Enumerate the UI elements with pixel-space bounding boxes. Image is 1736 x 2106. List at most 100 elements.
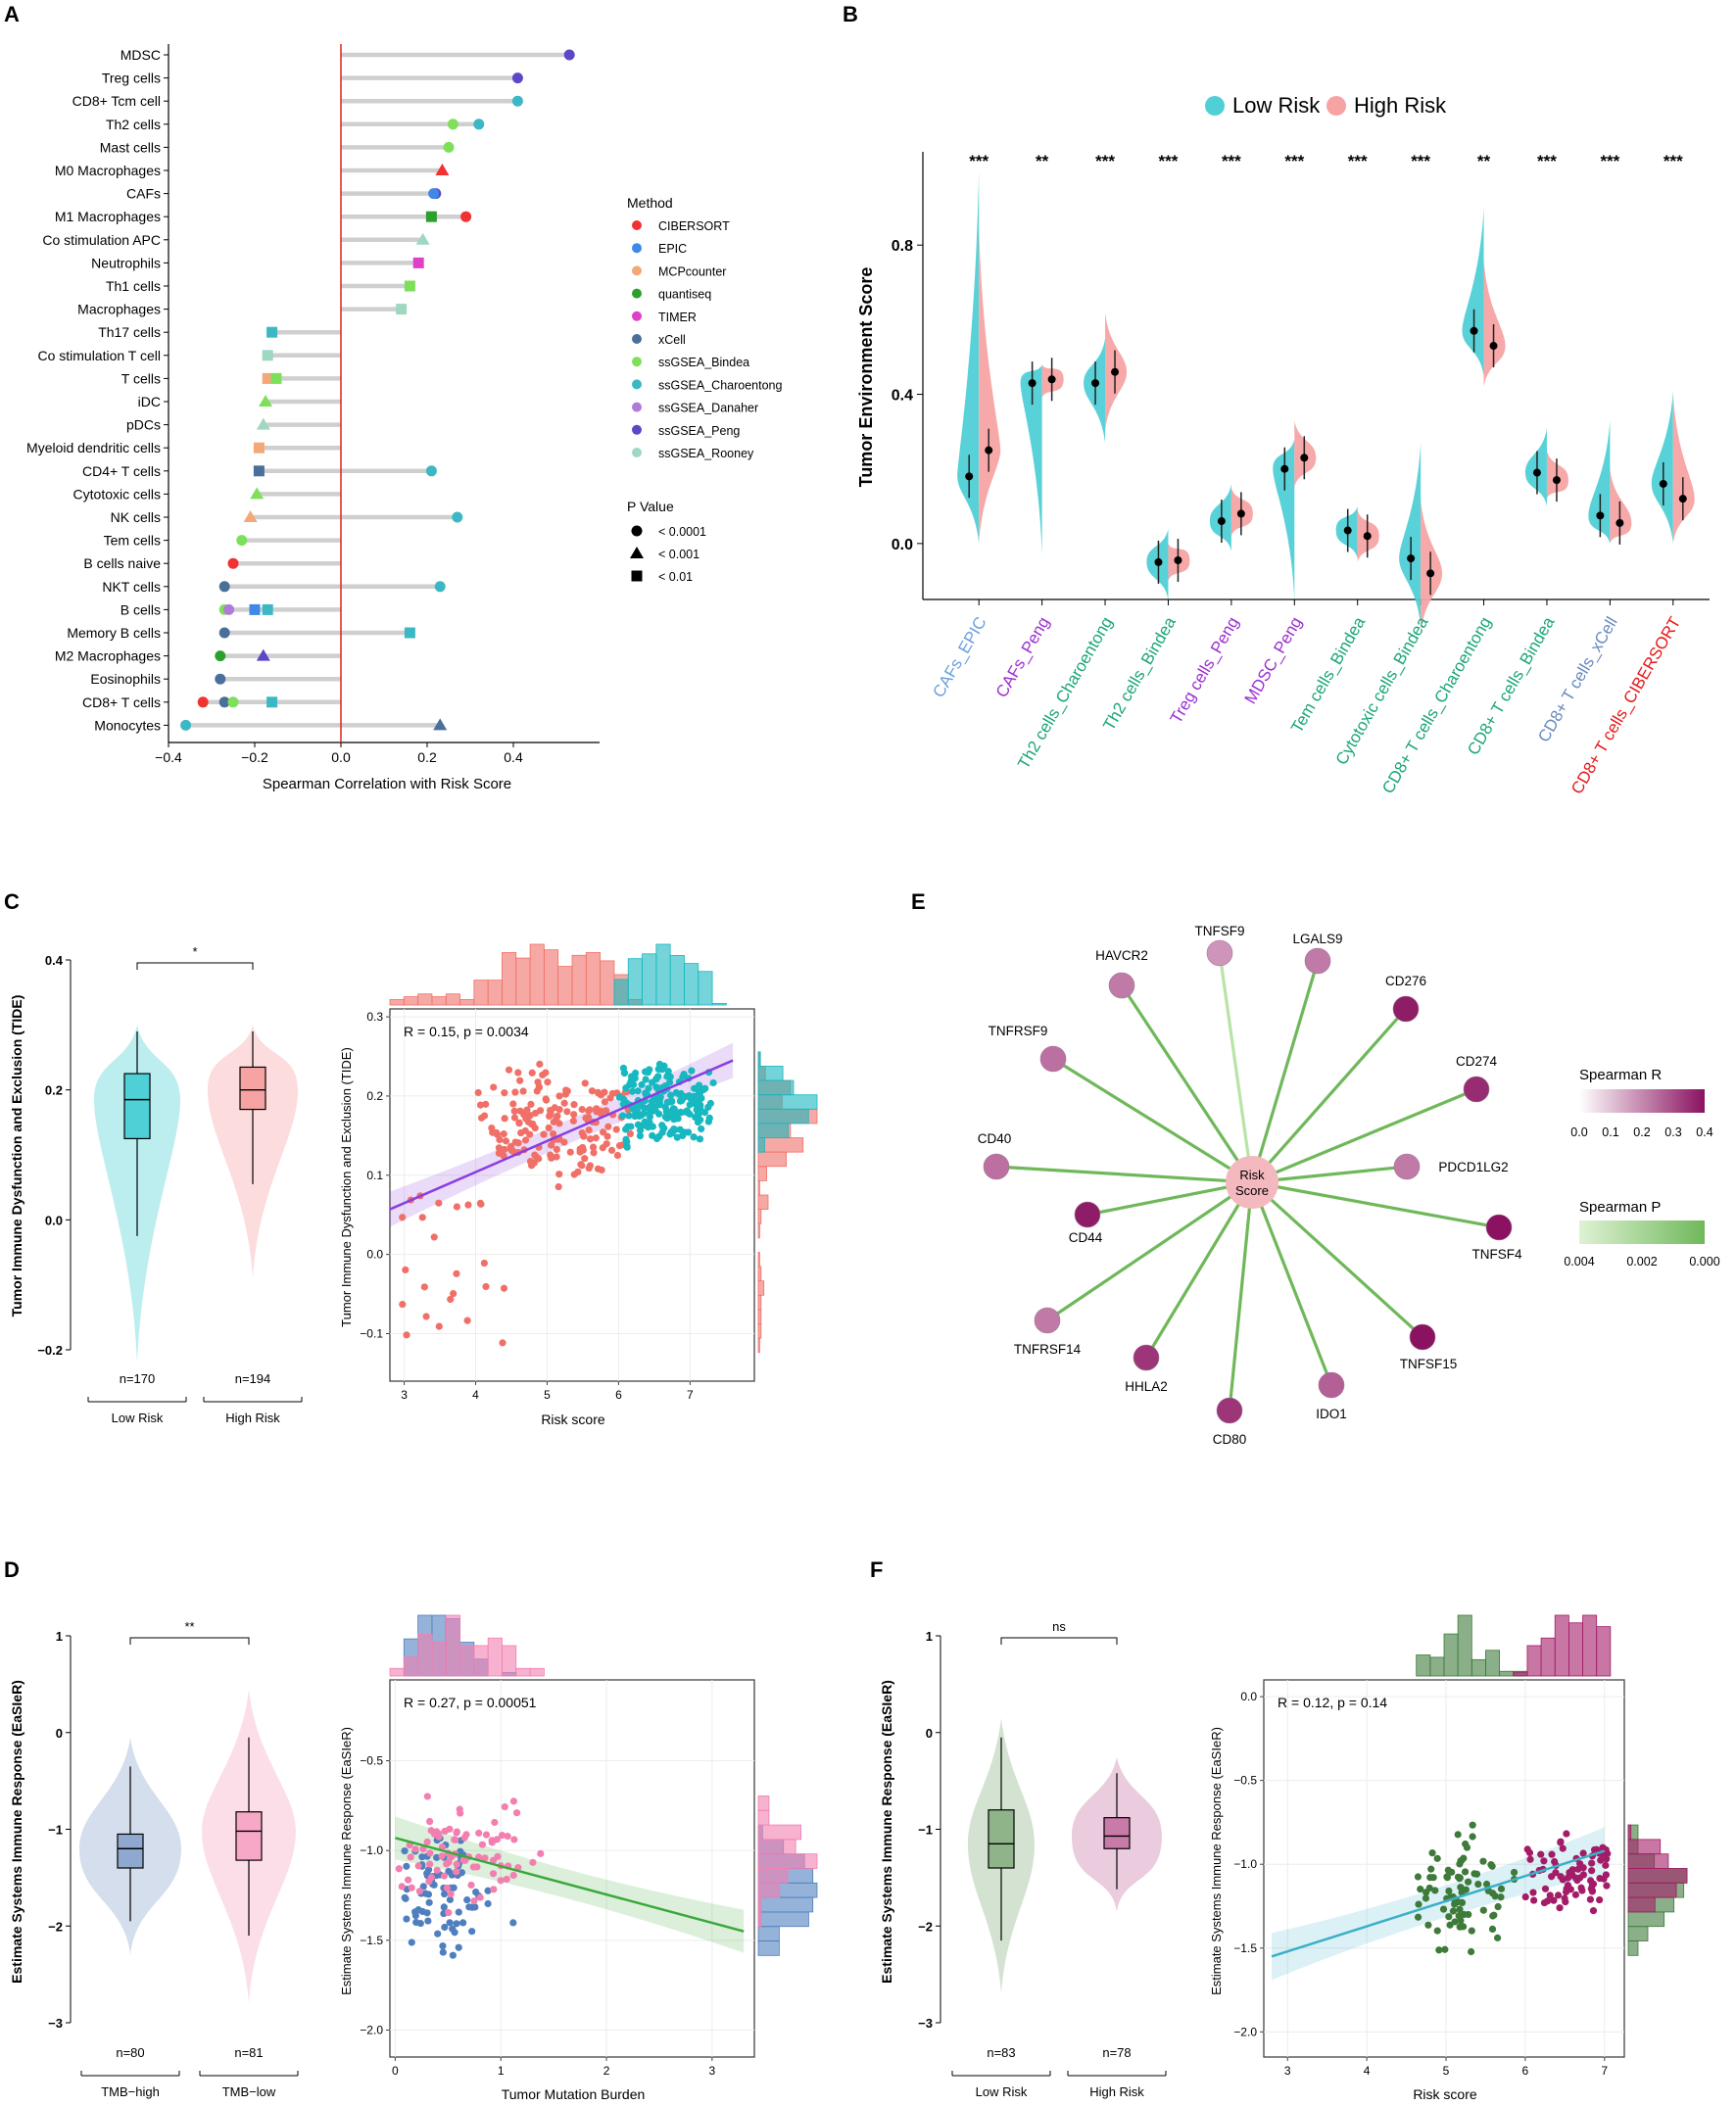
panel-a-cell-label: Memory B cells	[67, 625, 161, 641]
network-node	[1392, 995, 1420, 1023]
panel-a-point	[262, 603, 273, 615]
scatter-point	[674, 1115, 682, 1123]
scatter-point	[667, 1091, 675, 1099]
scatter-point	[443, 1860, 451, 1868]
panel-b-median-high	[1363, 532, 1372, 541]
scatter-point	[1456, 1860, 1464, 1868]
scatter-point	[672, 1088, 680, 1097]
scatter-point	[1479, 1857, 1487, 1865]
panel-a-legend-p: < 0.01	[658, 570, 693, 584]
scatter-point	[652, 1134, 661, 1143]
scatter-x-tick-label: 0	[392, 2064, 399, 2078]
panel-a-point	[197, 696, 209, 708]
scatter-point	[683, 1107, 691, 1115]
scatter-fit-line	[389, 1059, 734, 1211]
scatter-point	[1467, 1947, 1475, 1956]
scatter-point	[706, 1099, 714, 1108]
panel-a-point	[428, 188, 440, 200]
network-edge	[1250, 960, 1320, 1183]
scatter-point	[427, 1874, 436, 1882]
panel-a-point	[433, 718, 448, 731]
panel-b-violin-low	[1020, 364, 1042, 555]
scatter-point	[1463, 1843, 1471, 1851]
scatter-point	[1427, 1865, 1435, 1873]
marginal-histogram-top-bar	[1499, 1670, 1515, 1677]
scatter-point	[480, 1259, 488, 1268]
scatter-point	[476, 1893, 484, 1901]
scatter-point	[544, 1078, 552, 1086]
scatter-y-tick-label: 0.1	[366, 1169, 383, 1182]
panel-a-legend-method: xCell	[658, 333, 686, 347]
scatter-point	[504, 1833, 511, 1841]
marginal-histogram-right-bar	[757, 1795, 770, 1811]
marginal-histogram-right-bar	[757, 1853, 818, 1869]
marginal-histogram-right-bar	[757, 1137, 765, 1153]
scatter-point	[594, 1165, 603, 1173]
scatter-point	[1448, 1868, 1456, 1876]
scatter-point	[448, 1853, 456, 1861]
scatter-point	[453, 1920, 460, 1928]
scatter-point	[679, 1131, 687, 1140]
panel-b-median-low	[1280, 464, 1289, 473]
scatter-point	[411, 1845, 419, 1853]
scatter-point	[700, 1109, 709, 1117]
scatter-point	[430, 1233, 438, 1241]
scatter-point	[1589, 1880, 1598, 1888]
panel-a-point	[262, 372, 273, 384]
marginal-histogram-right-bar	[1627, 1911, 1665, 1928]
scatter-point	[553, 1145, 560, 1154]
scatter-point	[537, 1849, 545, 1857]
legend-r-colorbar	[1579, 1089, 1705, 1113]
scatter-point	[555, 1092, 563, 1100]
marginal-histogram-top-bar	[1416, 1654, 1431, 1677]
panel-a-legend-swatch	[632, 243, 642, 254]
scatter-point	[1487, 1861, 1495, 1869]
panel-b-median-low	[1532, 468, 1541, 477]
scatter-point	[661, 1081, 669, 1090]
scatter-point	[709, 1078, 717, 1087]
panel-a-cell-label: Treg cells	[102, 71, 161, 86]
network-edge	[1086, 1180, 1253, 1217]
marginal-histogram-top-bar	[655, 943, 671, 1006]
panel-a-cell-label: NK cells	[111, 509, 161, 525]
panel-a-point	[425, 211, 437, 222]
panel-a-point	[253, 442, 265, 454]
scatter-point	[501, 1089, 508, 1097]
scatter-point	[522, 1115, 530, 1123]
scatter-point	[453, 1860, 460, 1868]
panel-a-legend-swatch	[632, 379, 642, 390]
scatter-point	[423, 1838, 431, 1846]
network-node-label: IDO1	[1316, 1407, 1347, 1421]
scatter-point	[439, 1948, 447, 1956]
marginal-histogram-top-bar	[698, 971, 713, 1006]
legend-r-tick: 0.0	[1570, 1125, 1587, 1139]
panel-a-cell-label: Myeloid dendritic cells	[26, 440, 161, 455]
scatter-point	[1521, 1892, 1529, 1901]
scatter-point	[684, 1128, 693, 1136]
scatter-point	[493, 1128, 501, 1136]
panel-label-f: F	[870, 1557, 883, 1582]
scatter-point	[1537, 1850, 1545, 1858]
scatter-point	[451, 1836, 458, 1843]
panel-b-sig-label: ***	[1348, 152, 1368, 170]
significance-bracket	[129, 1637, 250, 1645]
panel-c-scatter-x-label: Risk score	[541, 1412, 605, 1427]
network-node	[1485, 1214, 1513, 1241]
panel-a-cell-label: Th17 cells	[98, 324, 161, 340]
marginal-histogram-top-bar	[1526, 1645, 1542, 1677]
scatter-point	[474, 1088, 482, 1097]
marginal-histogram-right-bar	[757, 1337, 760, 1354]
scatter-point	[439, 1942, 447, 1950]
scatter-point	[484, 1899, 492, 1908]
panel-b-split-violin-chart: Tumor Environment Score Low Risk High Ri…	[856, 93, 1710, 797]
scatter-point	[482, 1100, 490, 1108]
scatter-point	[688, 1067, 696, 1075]
scatter-point	[446, 1919, 454, 1927]
panel-b-violin-high	[1672, 394, 1695, 544]
marginal-histogram-right-bar	[757, 1094, 818, 1110]
panel-a-cell-label: Co stimulation T cell	[37, 348, 161, 363]
scatter-point	[1529, 1889, 1537, 1896]
violin-y-tick-label: 0.0	[45, 1213, 63, 1227]
scatter-point	[510, 1836, 518, 1843]
